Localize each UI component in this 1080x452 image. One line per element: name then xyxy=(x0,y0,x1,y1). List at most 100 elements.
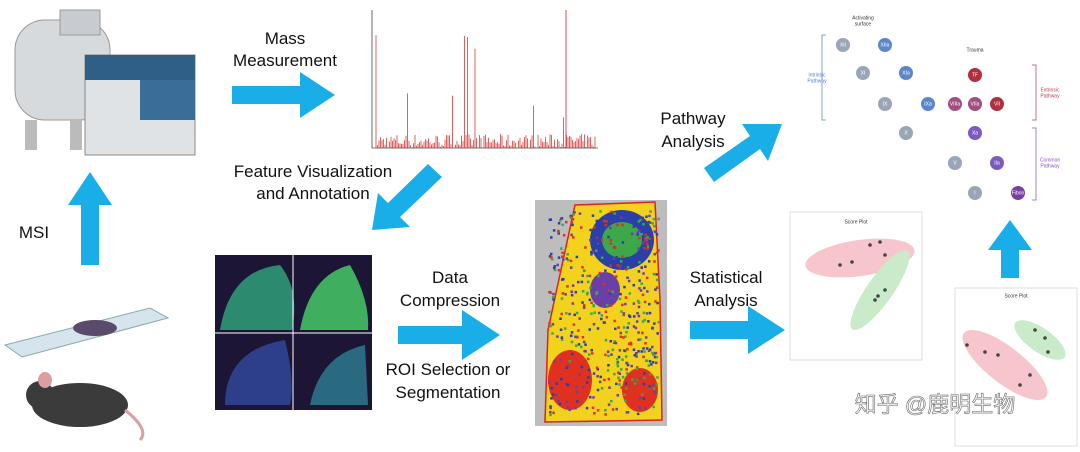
pathway-label: surface xyxy=(855,21,872,27)
segment-speckle xyxy=(642,223,645,226)
segment-speckle xyxy=(590,252,593,255)
segment-speckle xyxy=(637,350,640,353)
segment-speckle xyxy=(610,210,613,214)
segment-speckle xyxy=(571,223,574,227)
segment-speckle xyxy=(653,252,656,256)
segment-speckle xyxy=(560,247,563,250)
segment-speckle xyxy=(651,351,654,355)
segment-speckle xyxy=(561,223,564,227)
segment-speckle xyxy=(554,393,558,397)
segment-speckle xyxy=(647,349,651,352)
segment-speckle xyxy=(654,288,657,291)
step-label: Feature Visualization xyxy=(234,162,392,181)
segment-speckle xyxy=(552,378,556,381)
segment-speckle xyxy=(569,214,573,218)
segment-speckle xyxy=(634,326,638,330)
segment-speckle xyxy=(548,255,552,258)
segment-speckle xyxy=(643,318,647,322)
segment-speckle xyxy=(619,260,623,263)
segment-speckle xyxy=(552,266,556,270)
score-point xyxy=(873,298,877,302)
segment-speckle xyxy=(569,259,573,263)
segment-speckle xyxy=(548,381,551,384)
segment-speckle xyxy=(592,372,596,375)
segment-speckle xyxy=(648,214,651,218)
segment-speckle xyxy=(598,271,601,275)
segment-speckle xyxy=(636,311,639,315)
pathway-node xyxy=(899,66,913,80)
segment-speckle xyxy=(619,292,622,296)
segment-speckle xyxy=(581,385,585,389)
segment-speckle xyxy=(581,335,585,339)
pathway-node-label: XII xyxy=(840,42,846,48)
segment-speckle xyxy=(625,368,628,371)
segment-speckle xyxy=(565,257,569,260)
segment-speckle xyxy=(583,349,586,353)
segment-speckle xyxy=(603,378,606,382)
pathway-node-label: IX xyxy=(883,101,888,107)
segment-speckle xyxy=(632,315,636,318)
segment-speckle xyxy=(632,302,636,305)
segment-speckle xyxy=(632,325,636,328)
segment-speckle xyxy=(641,401,644,405)
segment-speckle xyxy=(582,304,586,307)
segment-speckle xyxy=(610,243,614,246)
pathway-label: Pathway xyxy=(1040,93,1060,99)
segment-speckle xyxy=(580,226,583,229)
segment-speckle xyxy=(625,256,629,260)
segment-speckle xyxy=(551,332,554,335)
segment-speckle xyxy=(644,233,648,237)
segment-speckle xyxy=(653,355,657,359)
segment-speckle xyxy=(632,283,636,287)
segment-speckle xyxy=(557,232,561,235)
segment-speckle xyxy=(595,366,599,370)
segment-speckle xyxy=(655,355,659,359)
segment-speckle xyxy=(595,292,598,296)
pathway-node-label: TF xyxy=(972,72,978,78)
segment-speckle xyxy=(560,312,563,316)
segment-speckle xyxy=(562,258,565,261)
segment-speckle xyxy=(655,273,658,276)
pathway-node-label: IIa xyxy=(994,160,1000,166)
segment-speckle xyxy=(604,353,607,357)
arrow xyxy=(372,164,442,230)
segment-speckle xyxy=(574,335,577,339)
segment-speckle xyxy=(575,390,579,394)
segment-speckle xyxy=(637,270,641,273)
segment-speckle xyxy=(628,292,632,295)
segment-speckle xyxy=(604,413,607,416)
segment-speckle xyxy=(627,314,631,317)
segment-speckle xyxy=(608,386,611,389)
segment-speckle xyxy=(552,229,556,232)
segment-speckle xyxy=(549,324,553,328)
segment-speckle xyxy=(622,336,625,339)
segment-speckle xyxy=(599,210,602,213)
segment-speckle xyxy=(552,367,556,370)
segment-speckle xyxy=(586,291,589,295)
segment-speckle xyxy=(643,350,646,353)
arrow xyxy=(232,72,335,118)
segment-speckle xyxy=(569,266,573,269)
segment-speckle xyxy=(605,315,609,319)
segment-speckle xyxy=(638,376,641,380)
segment-speckle xyxy=(570,216,573,220)
pathway-node xyxy=(968,186,982,200)
score-point xyxy=(1033,328,1037,332)
segment-speckle xyxy=(590,352,594,355)
segment-speckle xyxy=(611,290,614,294)
segment-speckle xyxy=(559,217,563,220)
segment-speckle xyxy=(627,342,631,346)
score-point xyxy=(838,263,842,267)
mouse-and-slide xyxy=(3,307,170,442)
segment-speckle xyxy=(569,334,573,338)
segment-speckle xyxy=(640,266,644,269)
segment-speckle xyxy=(598,380,602,384)
segment-speckle xyxy=(573,211,576,214)
segment-speckle xyxy=(621,375,625,379)
segment-speckle xyxy=(624,302,627,306)
segment-speckle xyxy=(611,408,615,411)
segment-speckle xyxy=(656,251,659,254)
segment-speckle xyxy=(616,357,619,361)
segment-speckle xyxy=(572,323,576,326)
